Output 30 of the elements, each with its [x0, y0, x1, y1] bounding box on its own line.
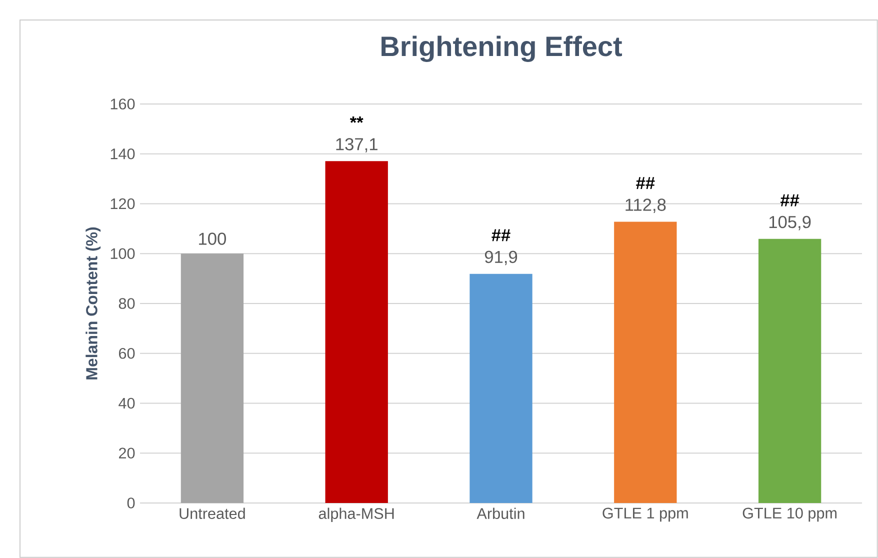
y-tick-label: 60 [119, 348, 135, 359]
x-tick-label: Untreated [180, 508, 245, 519]
x-tick-label: GTLE 1 ppm [602, 508, 688, 522]
data-label: 100 [199, 232, 226, 245]
bar [180, 254, 244, 503]
y-tick-label: 80 [118, 298, 135, 309]
x-tick-label: GTLE 10 ppm [742, 508, 836, 522]
y-tick-label: 20 [119, 448, 135, 459]
y-axis-title: Melanin Content (%) [86, 227, 101, 380]
bar [758, 238, 822, 503]
bar [470, 274, 532, 503]
y-tick-label: 140 [110, 148, 135, 160]
annotation: ## [636, 177, 655, 189]
annotation: ## [492, 229, 510, 242]
y-tick-label: 120 [110, 198, 135, 210]
data-label: 91,9 [484, 250, 518, 266]
y-tick-label: 40 [118, 398, 135, 409]
annotation: ** [350, 116, 364, 123]
x-tick-label: Arbutin [476, 508, 524, 519]
chart-title: Brightening Effect [382, 36, 622, 62]
x-tick-label: alpha-MSH [318, 508, 394, 522]
annotation: ## [780, 194, 800, 206]
data-label: 112,8 [626, 198, 666, 213]
y-tick-label: 160 [110, 98, 135, 110]
bar [614, 222, 677, 503]
data-label: 137,1 [336, 138, 378, 152]
y-tick-label: 0 [127, 498, 135, 508]
bar [325, 161, 388, 503]
data-label: 105,9 [769, 216, 811, 230]
y-tick-label: 100 [110, 248, 135, 260]
